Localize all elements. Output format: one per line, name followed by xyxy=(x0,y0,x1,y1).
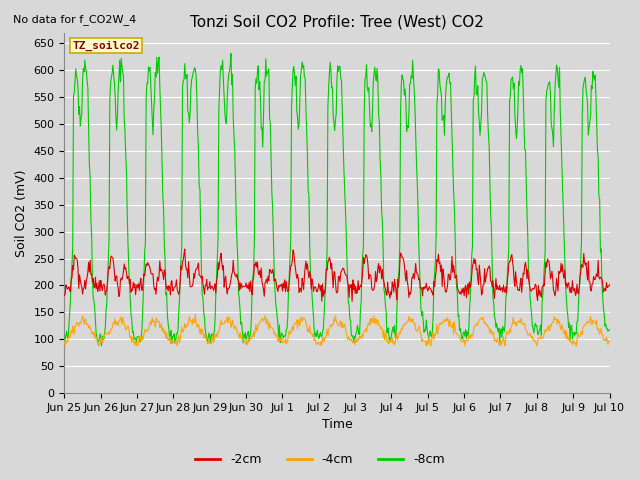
Y-axis label: Soil CO2 (mV): Soil CO2 (mV) xyxy=(15,169,28,257)
X-axis label: Time: Time xyxy=(321,419,353,432)
Title: Tonzi Soil CO2 Profile: Tree (West) CO2: Tonzi Soil CO2 Profile: Tree (West) CO2 xyxy=(190,15,484,30)
Legend: -2cm, -4cm, -8cm: -2cm, -4cm, -8cm xyxy=(190,448,450,471)
Text: No data for f_CO2W_4: No data for f_CO2W_4 xyxy=(13,14,136,25)
